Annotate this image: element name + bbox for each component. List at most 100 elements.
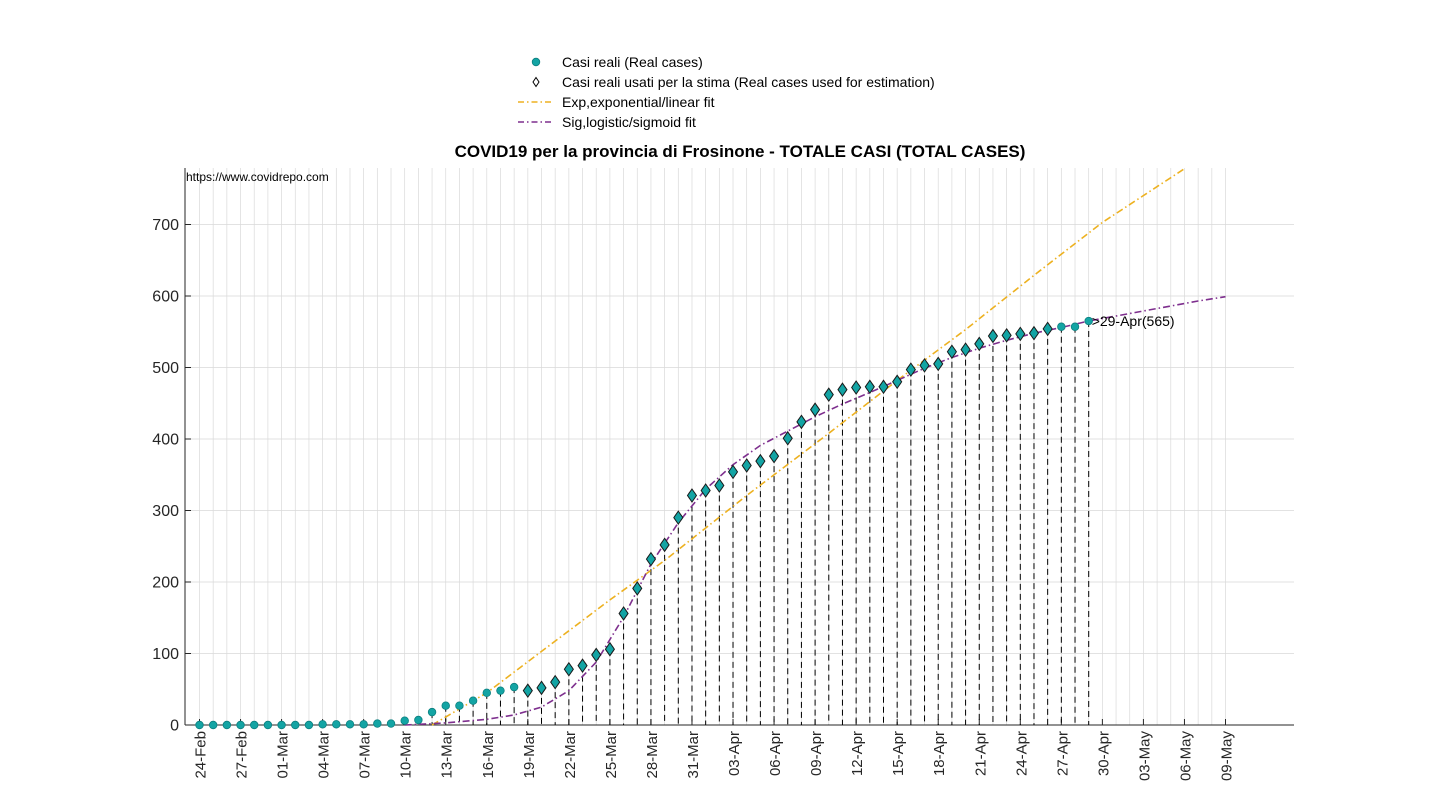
- last-value-annotation: >29-Apr(565): [1092, 313, 1175, 329]
- x-tick-label: 28-Mar: [644, 731, 661, 779]
- real-case-point: [195, 720, 204, 730]
- chart-title: COVID19 per la provincia di Frosinone - …: [454, 142, 1026, 161]
- estimation-case-point: [796, 414, 807, 430]
- x-tick-label: 09-May: [1219, 731, 1236, 782]
- estimation-case-point: [741, 458, 752, 473]
- estimation-case-point: [823, 387, 834, 403]
- x-tick-label: 24-Feb: [193, 731, 210, 779]
- x-tick-label: 30-Apr: [1095, 731, 1112, 776]
- estimation-case-point: [686, 488, 698, 503]
- real-case-point: [427, 707, 437, 717]
- estimation-case-point: [987, 328, 999, 344]
- y-tick-label: 300: [152, 503, 179, 520]
- estimation-case-point: [700, 483, 711, 498]
- estimation-case-point: [550, 674, 561, 690]
- x-tick-label: 25-Mar: [603, 731, 620, 779]
- x-tick-label: 04-Mar: [316, 731, 333, 779]
- x-tick-label: 03-May: [1136, 731, 1153, 782]
- x-tick-label: 31-Mar: [685, 731, 702, 779]
- real-case-point: [441, 701, 450, 710]
- estimation-case-point: [851, 380, 862, 395]
- y-tick-label: 100: [152, 646, 179, 663]
- legend-estimation-marker: [532, 76, 540, 88]
- y-tick-label: 500: [152, 360, 179, 377]
- estimation-case-point: [755, 453, 766, 469]
- real-case-point: [400, 716, 409, 725]
- real-case-point: [1084, 316, 1093, 326]
- estimation-case-point: [727, 464, 739, 480]
- estimation-case-point: [892, 374, 903, 390]
- estimation-case-point: [946, 344, 958, 360]
- legend-label-estimation-cases: Casi reali usati per la stima (Real case…: [562, 74, 935, 90]
- x-tick-label: 06-Apr: [767, 731, 784, 776]
- estimation-case-point: [604, 641, 616, 657]
- real-case-point: [291, 720, 300, 730]
- legend-item-estimation-cases: Casi reali usati per la stima (Real case…: [512, 72, 935, 92]
- legend-item-sig-fit: Sig,logistic/sigmoid fit: [512, 112, 696, 132]
- estimation-case-point: [1015, 326, 1026, 342]
- legend-item-real-cases: Casi reali (Real cases): [512, 52, 703, 72]
- real-case-point: [263, 720, 273, 730]
- real-case-point: [277, 720, 286, 730]
- real-case-point: [496, 686, 505, 695]
- legend: Casi reali (Real cases) Casi reali usati…: [512, 52, 982, 132]
- real-case-point: [1070, 322, 1080, 331]
- estimation-case-point: [905, 362, 916, 378]
- legend-item-exp-fit: Exp,exponential/linear fit: [512, 92, 715, 112]
- sig-fit-line: [404, 295, 1226, 726]
- y-tick-label: 700: [152, 217, 179, 234]
- x-tick-label: 19-Mar: [521, 731, 538, 779]
- real-case-point: [386, 719, 396, 728]
- x-tick-label: 21-Apr: [972, 731, 989, 776]
- estimation-case-point: [618, 606, 629, 621]
- x-tick-label: 27-Feb: [234, 731, 251, 779]
- legend-real-cases-marker: [531, 57, 541, 67]
- real-case-point: [345, 720, 355, 729]
- estimation-case-point: [522, 683, 533, 699]
- estimation-case-point: [714, 478, 725, 493]
- estimation-case-point: [878, 379, 889, 395]
- x-tick-label: 27-Apr: [1054, 731, 1071, 776]
- legend-label-exp-fit: Exp,exponential/linear fit: [562, 94, 715, 110]
- estimation-case-point: [577, 658, 588, 674]
- x-tick-label: 07-Mar: [357, 731, 374, 779]
- estimation-case-point: [974, 336, 985, 352]
- estimation-case-point: [1028, 325, 1040, 341]
- real-case-point: [208, 720, 218, 730]
- estimation-case-point: [632, 581, 643, 596]
- estimation-case-point: [768, 448, 780, 464]
- real-case-point: [222, 720, 232, 730]
- x-tick-label: 03-Apr: [726, 731, 743, 776]
- x-tick-label: 16-Mar: [480, 731, 497, 779]
- real-case-point: [414, 715, 423, 725]
- real-case-point: [250, 720, 259, 730]
- estimation-case-point: [563, 661, 574, 677]
- y-tick-label: 0: [170, 718, 179, 735]
- real-case-point: [482, 688, 491, 698]
- estimation-case-point: [864, 379, 875, 395]
- estimation-case-point: [809, 402, 821, 418]
- y-tick-label: 200: [152, 575, 179, 592]
- exp-fit-line: [431, 168, 1185, 726]
- estimation-case-point: [673, 510, 684, 526]
- estimation-case-point: [960, 342, 971, 358]
- real-case-point: [332, 720, 341, 729]
- source-url: https://www.covidrepo.com: [186, 170, 329, 184]
- x-tick-label: 06-May: [1177, 731, 1194, 782]
- x-tick-label: 01-Mar: [275, 731, 292, 779]
- y-tick-label: 400: [152, 432, 179, 449]
- estimation-case-point: [1001, 327, 1012, 343]
- real-case-point: [359, 720, 368, 729]
- real-case-point: [318, 720, 327, 729]
- estimation-case-point: [837, 382, 848, 398]
- x-tick-label: 22-Mar: [562, 731, 579, 779]
- x-tick-label: 12-Apr: [849, 731, 866, 776]
- real-case-point: [1057, 322, 1066, 331]
- real-case-point: [304, 720, 314, 730]
- legend-label-sig-fit: Sig,logistic/sigmoid fit: [562, 114, 696, 130]
- estimation-case-point: [919, 357, 930, 373]
- estimation-case-point: [933, 356, 944, 372]
- estimation-case-point: [591, 647, 602, 663]
- real-case-point: [468, 696, 478, 705]
